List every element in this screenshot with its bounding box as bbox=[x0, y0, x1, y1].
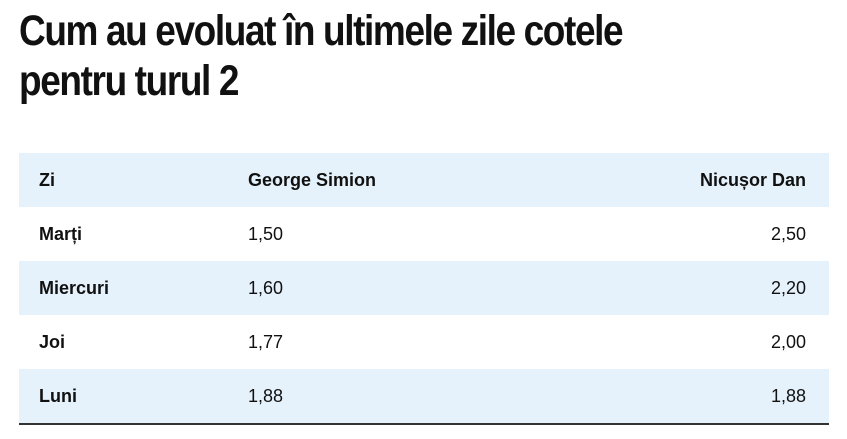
column-header-nicusor-dan: Nicușor Dan bbox=[699, 169, 806, 190]
day-cell: Luni bbox=[39, 385, 77, 406]
table-header-row: Zi George Simion Nicușor Dan bbox=[19, 153, 829, 207]
dan-odds-cell: 2,50 bbox=[770, 223, 806, 244]
day-cell: Miercuri bbox=[39, 277, 110, 298]
table-row: Marți 1,50 2,50 bbox=[19, 207, 829, 261]
table-row: Miercuri 1,60 2,20 bbox=[19, 261, 829, 315]
day-cell: Marți bbox=[39, 223, 83, 244]
table-row: Luni 1,88 1,88 bbox=[19, 369, 829, 423]
simion-odds-cell: 1,60 bbox=[248, 277, 284, 298]
page-title: Cum au evoluat în ultimele zile cotele p… bbox=[19, 7, 624, 105]
simion-odds-cell: 1,77 bbox=[248, 331, 284, 352]
column-header-george-simion: George Simion bbox=[248, 169, 377, 190]
dan-odds-cell: 2,20 bbox=[770, 277, 806, 298]
simion-odds-cell: 1,50 bbox=[248, 223, 284, 244]
dan-odds-cell: 1,88 bbox=[770, 385, 806, 406]
simion-odds-cell: 1,88 bbox=[248, 385, 284, 406]
day-cell: Joi bbox=[39, 331, 66, 352]
table-row: Joi 1,77 2,00 bbox=[19, 315, 829, 369]
odds-table: Zi George Simion Nicușor Dan Marți 1,50 … bbox=[19, 153, 829, 425]
column-header-day: Zi bbox=[39, 169, 55, 190]
dan-odds-cell: 2,00 bbox=[770, 331, 806, 352]
